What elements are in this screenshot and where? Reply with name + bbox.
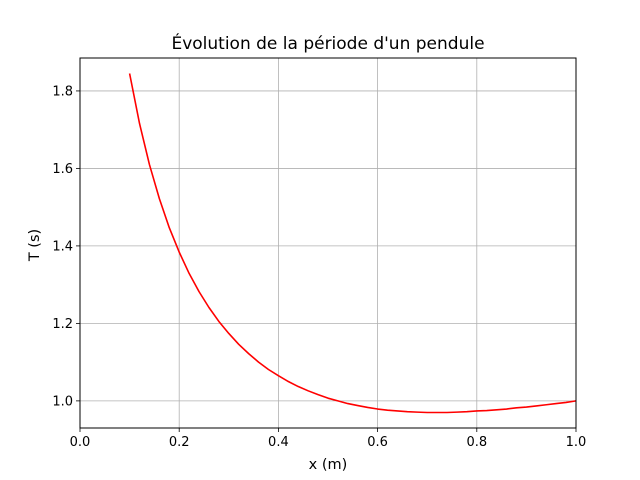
plot-frame: [79, 57, 577, 429]
x-tick-label: 0.6: [367, 435, 388, 450]
y-tick-label: 1.6: [52, 162, 73, 177]
x-tick-label: 0.2: [169, 435, 190, 450]
series-layer: [128, 73, 577, 414]
chart-title: Évolution de la période d'un pendule: [171, 32, 484, 54]
x-tick-label: 0.8: [466, 435, 487, 450]
y-tick-label: 1.4: [52, 239, 73, 254]
y-tick-label: 1.0: [52, 394, 73, 409]
x-tick-label: 1.0: [566, 435, 587, 450]
x-axis: 0.0 0.2 0.4 0.6 0.8 1.0: [70, 428, 587, 450]
y-axis: 1.0 1.2 1.4 1.6 1.8: [52, 84, 80, 409]
x-tick-label: 0.4: [268, 435, 289, 450]
x-tick-label: 0.0: [70, 435, 91, 450]
series-line: [128, 73, 577, 414]
x-axis-label: x (m): [309, 457, 348, 473]
y-tick-label: 1.2: [52, 317, 73, 332]
y-tick-label: 1.8: [52, 84, 73, 99]
y-axis-label: T (s): [27, 229, 43, 262]
